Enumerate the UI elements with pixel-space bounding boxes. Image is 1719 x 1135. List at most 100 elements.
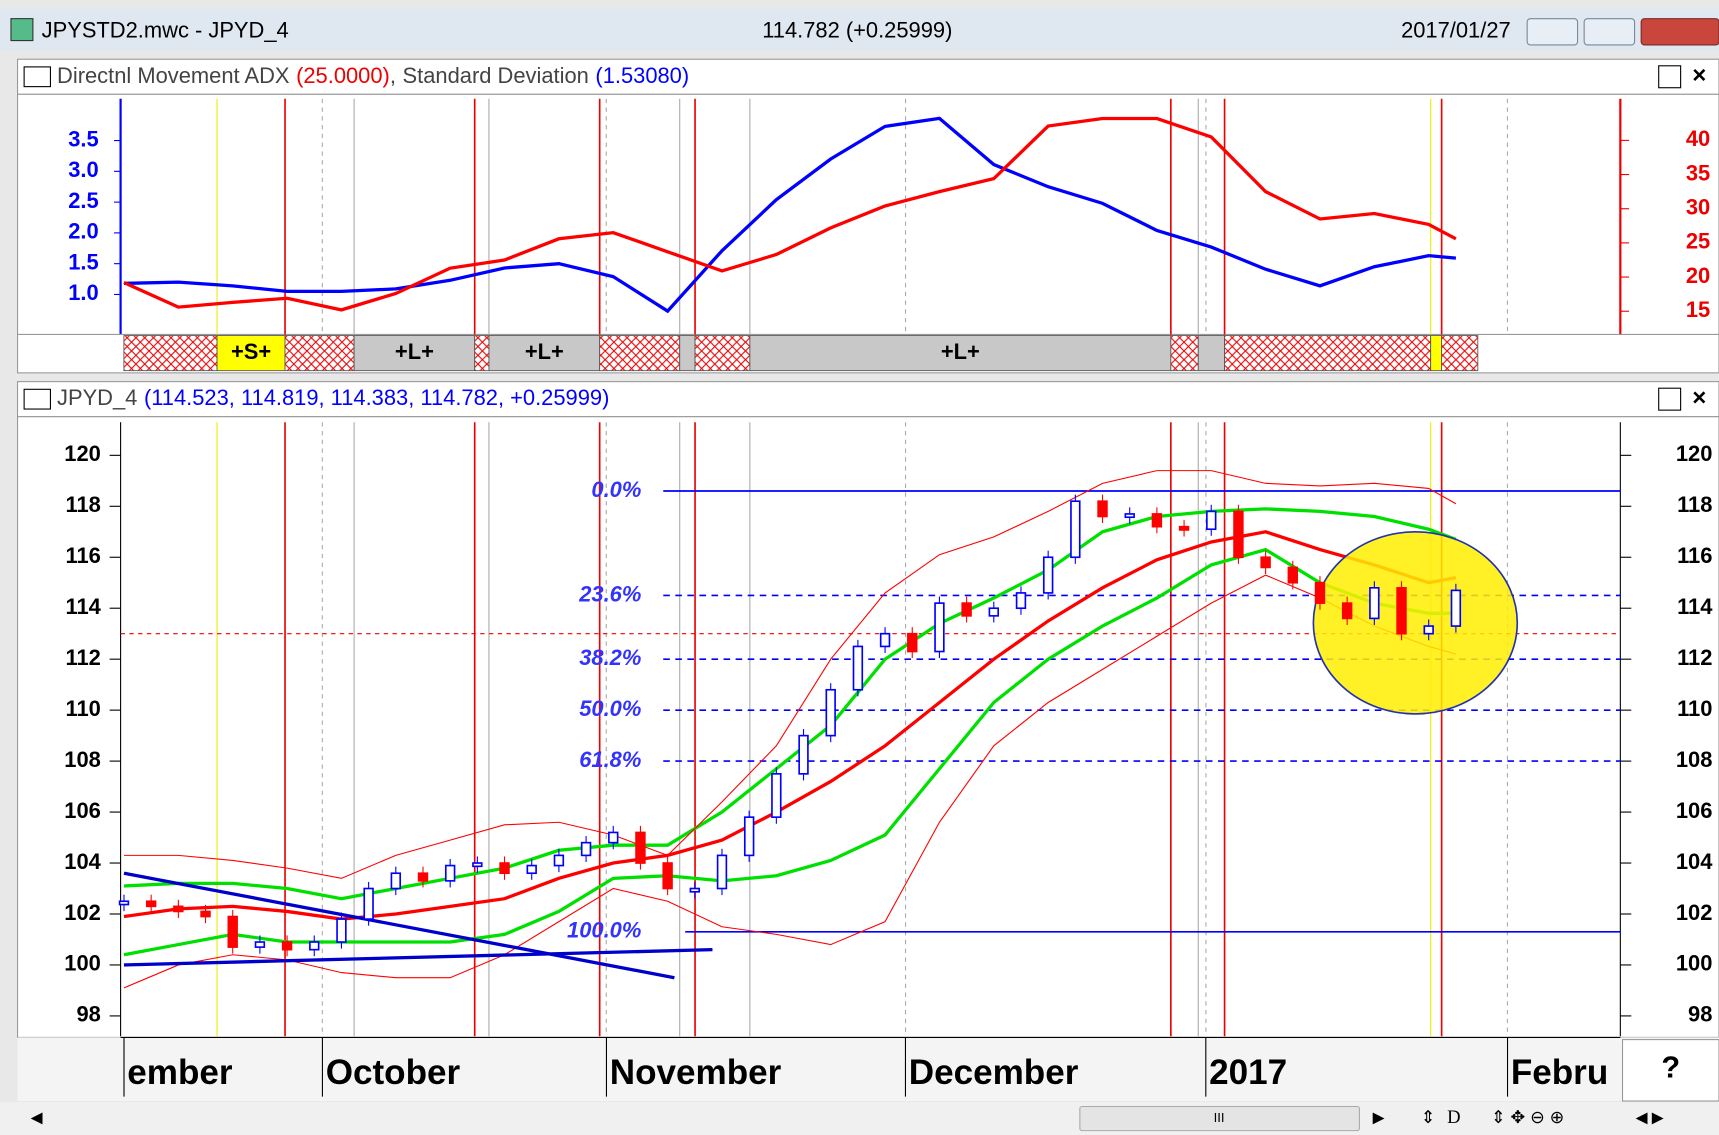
d-button[interactable]: D (1447, 1107, 1460, 1128)
candle (472, 862, 483, 868)
fib-label: 38.2% (579, 645, 641, 670)
candle (417, 872, 429, 882)
candle (1260, 556, 1271, 569)
candle (1450, 589, 1462, 627)
candle (499, 862, 510, 875)
adx-value: (25.0000) (296, 63, 390, 88)
y-tick-label: 120 (1676, 441, 1713, 466)
minimize-button[interactable] (1526, 18, 1579, 46)
candle (390, 872, 402, 890)
candle (743, 816, 755, 857)
month-label: Febru (1511, 1053, 1608, 1092)
panel-icon (23, 66, 51, 88)
y2-tick-label: 25 (1686, 229, 1710, 254)
y-tick-label: 112 (66, 645, 101, 670)
y-tick-label: 102 (1676, 900, 1713, 925)
y2-tick-label: 30 (1686, 195, 1710, 220)
candle (173, 905, 184, 913)
panel-header (16, 58, 1719, 95)
signal-strip: +S+ +L+ +L+ +L+ (123, 335, 1479, 372)
close-x[interactable]: × (1692, 385, 1706, 412)
indicator-line (123, 547, 1456, 957)
candle (1015, 592, 1027, 610)
y-tick-label: 110 (1677, 696, 1712, 721)
scroll-left[interactable]: ◀ (31, 1110, 43, 1127)
app-icon (10, 18, 34, 42)
tool[interactable]: ⇕ (1421, 1107, 1436, 1127)
candle (907, 632, 918, 653)
window-title: JPYSTD2.mwc - JPYD_4 (42, 18, 289, 43)
y2-tick-label: 15 (1686, 297, 1710, 322)
y-tick-label: 100 (64, 951, 101, 976)
y-tick-label: 118 (66, 492, 101, 517)
candle (254, 941, 266, 948)
candle (281, 941, 293, 951)
series-line (123, 116, 1457, 312)
candle (145, 900, 157, 908)
candle (553, 854, 565, 867)
candle (879, 632, 891, 648)
restore-button[interactable] (1658, 387, 1682, 411)
signal-segment (1197, 335, 1226, 372)
y-tick-label: 3.5 (68, 126, 98, 151)
month-label: December (909, 1053, 1079, 1092)
signal-label: +L+ (395, 339, 434, 364)
y-tick-label: 106 (1676, 798, 1713, 823)
candle (689, 887, 701, 893)
candle (227, 915, 238, 948)
grip: III (1214, 1110, 1225, 1125)
candle (1341, 602, 1353, 620)
tool[interactable]: ◀ ▶ (1636, 1110, 1664, 1127)
signal-segment (1170, 335, 1199, 372)
month-label: ember (127, 1053, 233, 1092)
candle (309, 941, 320, 951)
adx-name: Directnl Movement ADX (57, 63, 290, 88)
price-plot: 98 98 100 100 102 102 104 104 106 106 108 108 110 110… (64, 422, 1713, 1037)
price-overlay: ember October November December 2017 Febru (118, 494, 1608, 1097)
candle (1042, 556, 1054, 594)
candle (363, 887, 374, 920)
y2-tick-label: 40 (1686, 126, 1710, 151)
restore-button[interactable] (1658, 65, 1682, 89)
fib-label: 0.0% (591, 477, 641, 502)
y2-tick-label: 20 (1686, 263, 1710, 288)
panel-title: JPYD_4 (114.523, 114.819, 114.383, 114.78… (57, 385, 609, 410)
y-tick-label: 108 (1676, 747, 1713, 772)
candle (716, 854, 728, 890)
title-bar (0, 8, 1719, 51)
ohlc: (114.523, 114.819, 114.383, 114.782, +0.… (144, 385, 609, 410)
y-tick-label: 112 (1677, 645, 1712, 670)
candle (798, 734, 809, 775)
y-tick-label: 3.0 (68, 157, 98, 182)
std-name: Standard Deviation (403, 63, 589, 88)
candle (1233, 510, 1244, 559)
y-tick-label: 98 (1688, 1002, 1712, 1027)
candle (444, 864, 456, 882)
close-x[interactable]: × (1692, 62, 1706, 89)
y-tick-label: 104 (64, 849, 101, 874)
help-box[interactable] (1621, 1039, 1719, 1102)
y-tick-label: 114 (66, 594, 102, 619)
signal-segment (216, 335, 286, 372)
fib-label: 23.6% (578, 581, 641, 606)
separator: , (390, 63, 396, 88)
help[interactable]: ? (1661, 1049, 1680, 1084)
scroll-right[interactable]: ▶ (1373, 1110, 1385, 1127)
panel-body (16, 93, 1719, 374)
indicator-line (123, 574, 1457, 989)
signal-segment (123, 335, 218, 372)
signal-segment (1430, 335, 1443, 372)
y-tick-label: 104 (1676, 849, 1713, 874)
candle (1178, 525, 1190, 531)
signal-segment (599, 335, 681, 372)
y-tick-label: 116 (1677, 543, 1712, 568)
candle (118, 900, 130, 906)
candle (608, 831, 619, 844)
maximize-button[interactable] (1583, 18, 1636, 46)
y-tick-label: 1.0 (68, 280, 98, 305)
signal-segment (1441, 335, 1479, 372)
candle (580, 841, 592, 857)
scroll-thumb[interactable] (1079, 1105, 1360, 1132)
tool[interactable]: ⇕ ✥ ⊖ ⊕ (1491, 1107, 1564, 1127)
close-button[interactable] (1640, 18, 1719, 46)
